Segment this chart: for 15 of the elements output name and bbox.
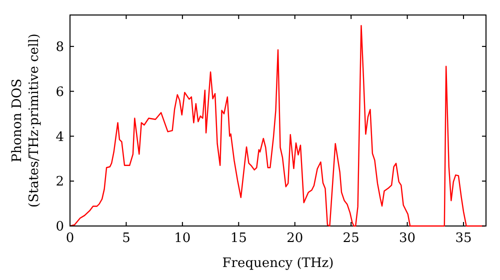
x-axis-title: Frequency (THz) bbox=[222, 256, 334, 271]
x-tick-label: 10 bbox=[174, 231, 191, 246]
y-tick-label: 6 bbox=[56, 84, 64, 100]
y-tick-label: 8 bbox=[56, 40, 64, 55]
x-tick-label: 30 bbox=[399, 231, 416, 246]
x-tick-label: 25 bbox=[342, 231, 360, 246]
x-tick-label: 15 bbox=[230, 231, 247, 246]
x-tick-label: 0 bbox=[66, 231, 74, 246]
x-tick-label: 35 bbox=[455, 231, 472, 246]
y-axis-title: Phonon DOS (States/THz·primitive cell) bbox=[10, 33, 42, 208]
y-tick-label: 0 bbox=[56, 220, 64, 235]
x-tick-label: 5 bbox=[122, 231, 130, 246]
x-tick-label: 20 bbox=[286, 231, 304, 246]
y-tick-label: 2 bbox=[56, 174, 64, 190]
y-tick-label: 4 bbox=[56, 130, 64, 145]
